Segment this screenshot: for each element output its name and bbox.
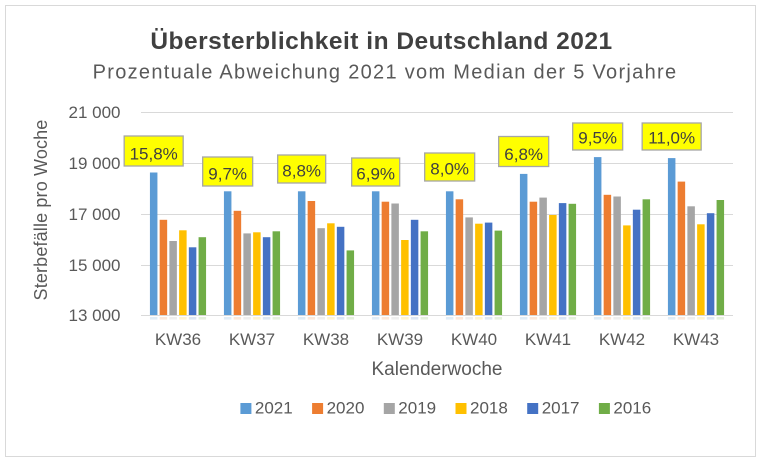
- svg-text:9,5%: 9,5%: [578, 129, 617, 148]
- svg-text:KW43: KW43: [673, 330, 719, 349]
- svg-text:2018: 2018: [470, 399, 508, 418]
- svg-text:8,0%: 8,0%: [430, 160, 469, 179]
- svg-text:2016: 2016: [613, 399, 651, 418]
- svg-text:Prozentuale Abweichung 2021 vo: Prozentuale Abweichung 2021 vom Median d…: [93, 62, 678, 84]
- svg-text:Sterbefälle pro Woche: Sterbefälle pro Woche: [31, 120, 51, 301]
- svg-text:11,0%: 11,0%: [648, 129, 695, 148]
- svg-text:2017: 2017: [542, 399, 580, 418]
- svg-text:9,7%: 9,7%: [208, 165, 247, 184]
- svg-text:8,8%: 8,8%: [282, 162, 321, 181]
- svg-text:Übersterblichkeit in Deutschla: Übersterblichkeit in Deutschland 2021: [150, 28, 612, 55]
- svg-text:2019: 2019: [398, 399, 436, 418]
- svg-text:KW37: KW37: [229, 330, 275, 349]
- svg-text:19 000: 19 000: [69, 154, 121, 173]
- svg-text:15,8%: 15,8%: [130, 145, 178, 164]
- svg-text:2021: 2021: [255, 399, 293, 418]
- svg-text:KW42: KW42: [599, 330, 645, 349]
- svg-text:KW39: KW39: [377, 330, 423, 349]
- svg-text:KW41: KW41: [525, 330, 571, 349]
- svg-text:KW36: KW36: [155, 330, 201, 349]
- svg-text:21 000: 21 000: [69, 103, 121, 122]
- svg-text:13 000: 13 000: [69, 306, 121, 325]
- svg-text:2020: 2020: [327, 399, 365, 418]
- svg-text:17 000: 17 000: [69, 205, 121, 224]
- svg-text:6,8%: 6,8%: [504, 145, 543, 164]
- svg-text:KW38: KW38: [303, 330, 349, 349]
- svg-text:15 000: 15 000: [69, 256, 121, 275]
- svg-text:6,9%: 6,9%: [356, 165, 395, 184]
- svg-text:Kalenderwoche: Kalenderwoche: [372, 359, 503, 380]
- svg-text:KW40: KW40: [451, 330, 497, 349]
